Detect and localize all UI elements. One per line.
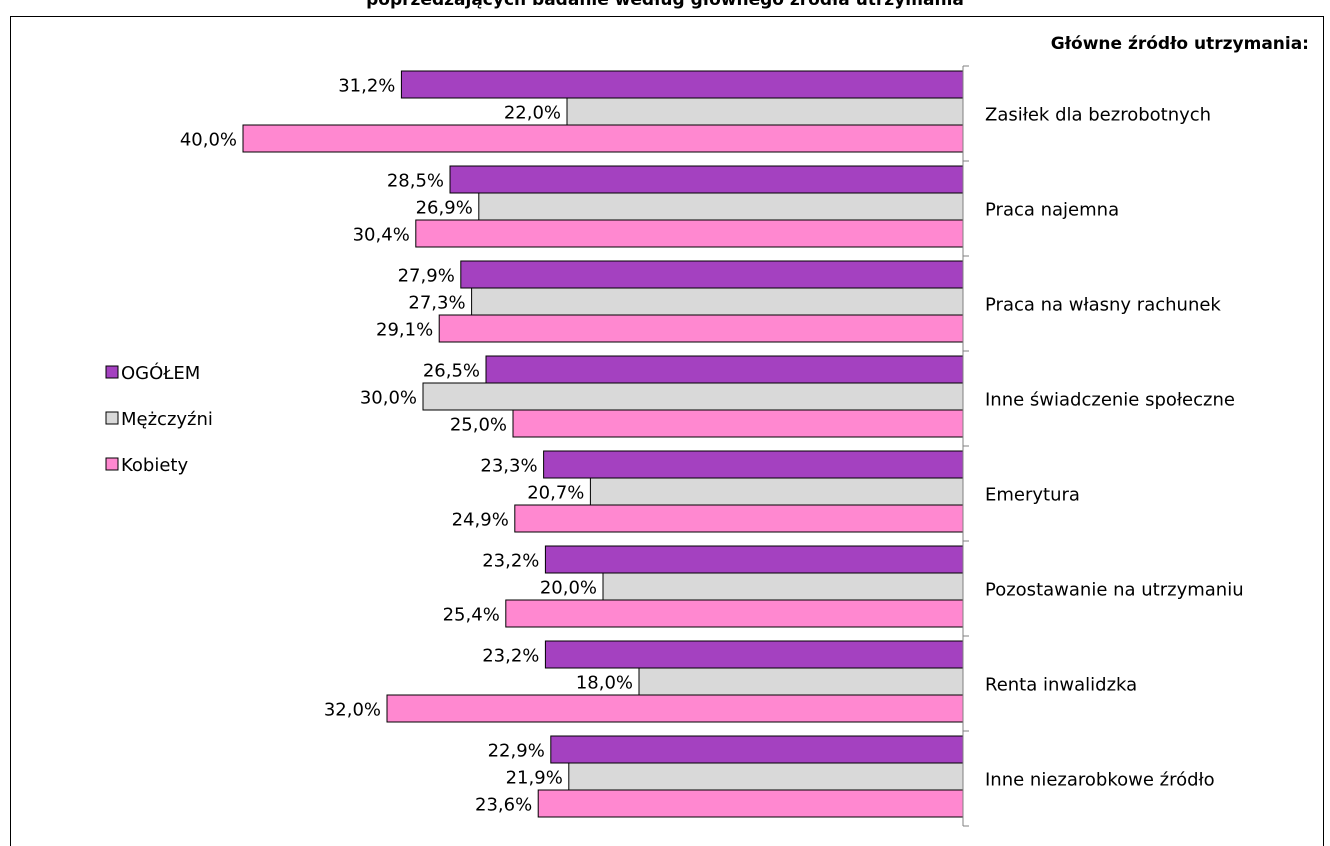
bar-ogolem-pozostawanie-na-utrzymaniu — [544, 545, 964, 574]
legend: OGÓŁEM Mężczyźni Kobiety — [105, 362, 213, 476]
bars-layer: 31,2% 22,0% 40,0% 28,5% 26,9% 30,4% 27,9% 27,3%… — [180, 70, 964, 818]
data-label-kobiety-praca-na-wlasny-rachunek: 29,1% — [376, 320, 433, 341]
bar-kobiety-praca-na-wlasny-rachunek — [438, 314, 964, 343]
category-label-zasilek-dla-bezrobotnych: Zasiłek dla bezrobotnych — [985, 105, 1211, 126]
data-label-kobiety-inne-swiadczenie-spoleczne: 25,0% — [450, 415, 507, 436]
data-label-kobiety-pozostawanie-na-utrzymaniu: 25,4% — [443, 605, 500, 626]
bar-mezczyzni-inne-niezarobkowe-zrodlo — [568, 762, 964, 791]
data-label-ogolem-pozostawanie-na-utrzymaniu: 23,2% — [482, 551, 539, 572]
data-label-kobiety-zasilek-dla-bezrobotnych: 40,0% — [180, 130, 237, 151]
data-label-ogolem-emerytura: 23,3% — [480, 456, 537, 477]
legend-label-ogolem: OGÓŁEM — [121, 362, 200, 384]
category-label-praca-na-wlasny-rachunek: Praca na własny rachunek — [985, 295, 1221, 316]
bar-kobiety-inne-niezarobkowe-zrodlo — [537, 789, 964, 818]
data-label-mezczyzni-pozostawanie-na-utrzymaniu: 20,0% — [540, 578, 597, 599]
category-label-inne-niezarobkowe-zrodlo: Inne niezarobkowe źródło — [985, 770, 1215, 791]
category-label-pozostawanie-na-utrzymaniu: Pozostawanie na utrzymaniu — [985, 580, 1244, 601]
data-label-mezczyzni-inne-niezarobkowe-zrodlo: 21,9% — [506, 768, 563, 789]
data-label-kobiety-inne-niezarobkowe-zrodlo: 23,6% — [475, 795, 532, 816]
data-label-ogolem-renta-inwalidzka: 23,2% — [482, 646, 539, 667]
chart-title: poprzedzających badanie według głównego … — [366, 0, 964, 10]
data-label-mezczyzni-emerytura: 20,7% — [527, 483, 584, 504]
bar-mezczyzni-praca-na-wlasny-rachunek — [471, 287, 964, 316]
bar-ogolem-inne-swiadczenie-spoleczne — [485, 355, 964, 384]
bar-kobiety-pozostawanie-na-utrzymaniu — [505, 599, 964, 628]
legend-label-mezczyzni: Mężczyźni — [121, 409, 213, 430]
category-label-renta-inwalidzka: Renta inwalidzka — [985, 675, 1137, 696]
legend-label-kobiety: Kobiety — [121, 455, 188, 476]
category-label-praca-najemna: Praca najemna — [985, 200, 1119, 221]
category-axis: Zasiłek dla bezrobotnych Praca najemna Pra… — [962, 65, 1244, 827]
bar-ogolem-inne-niezarobkowe-zrodlo — [550, 735, 964, 764]
data-label-mezczyzni-inne-swiadczenie-spoleczne: 30,0% — [360, 388, 417, 409]
category-label-inne-swiadczenie-spoleczne: Inne świadczenie społeczne — [985, 390, 1235, 411]
bar-ogolem-renta-inwalidzka — [544, 640, 964, 669]
category-axis-title: Główne źródło utrzymania: — [1051, 34, 1309, 54]
data-label-kobiety-praca-najemna: 30,4% — [353, 225, 410, 246]
bar-mezczyzni-emerytura — [589, 477, 964, 506]
data-label-ogolem-inne-niezarobkowe-zrodlo: 22,9% — [488, 741, 545, 762]
bar-kobiety-zasilek-dla-bezrobotnych — [242, 124, 964, 153]
bar-mezczyzni-renta-inwalidzka — [638, 667, 964, 696]
category-label-emerytura: Emerytura — [985, 485, 1080, 506]
legend-swatch-ogolem — [105, 365, 119, 379]
data-label-mezczyzni-zasilek-dla-bezrobotnych: 22,0% — [504, 103, 561, 124]
data-label-mezczyzni-renta-inwalidzka: 18,0% — [576, 673, 633, 694]
legend-swatch-mezczyzni — [105, 411, 119, 425]
bar-ogolem-emerytura — [543, 450, 964, 479]
data-label-mezczyzni-praca-na-wlasny-rachunek: 27,3% — [408, 293, 465, 314]
bar-kobiety-praca-najemna — [415, 219, 964, 248]
bar-mezczyzni-zasilek-dla-bezrobotnych — [566, 97, 964, 126]
data-label-ogolem-zasilek-dla-bezrobotnych: 31,2% — [338, 76, 395, 97]
bar-mezczyzni-praca-najemna — [478, 192, 964, 221]
bar-mezczyzni-inne-swiadczenie-spoleczne — [422, 382, 964, 411]
data-label-ogolem-inne-swiadczenie-spoleczne: 26,5% — [423, 361, 480, 382]
data-label-kobiety-emerytura: 24,9% — [452, 510, 509, 531]
bar-mezczyzni-pozostawanie-na-utrzymaniu — [602, 572, 964, 601]
bar-ogolem-praca-najemna — [449, 165, 964, 194]
data-label-ogolem-praca-najemna: 28,5% — [387, 171, 444, 192]
data-label-mezczyzni-praca-najemna: 26,9% — [416, 198, 473, 219]
bar-ogolem-praca-na-wlasny-rachunek — [460, 260, 964, 289]
bar-kobiety-emerytura — [514, 504, 964, 533]
data-label-kobiety-renta-inwalidzka: 32,0% — [324, 700, 381, 721]
bar-kobiety-renta-inwalidzka — [386, 694, 964, 723]
data-label-ogolem-praca-na-wlasny-rachunek: 27,9% — [398, 266, 455, 287]
chart-frame — [10, 16, 1324, 846]
bar-ogolem-zasilek-dla-bezrobotnych — [400, 70, 964, 99]
legend-swatch-kobiety — [105, 457, 119, 471]
bar-kobiety-inne-swiadczenie-spoleczne — [512, 409, 964, 438]
